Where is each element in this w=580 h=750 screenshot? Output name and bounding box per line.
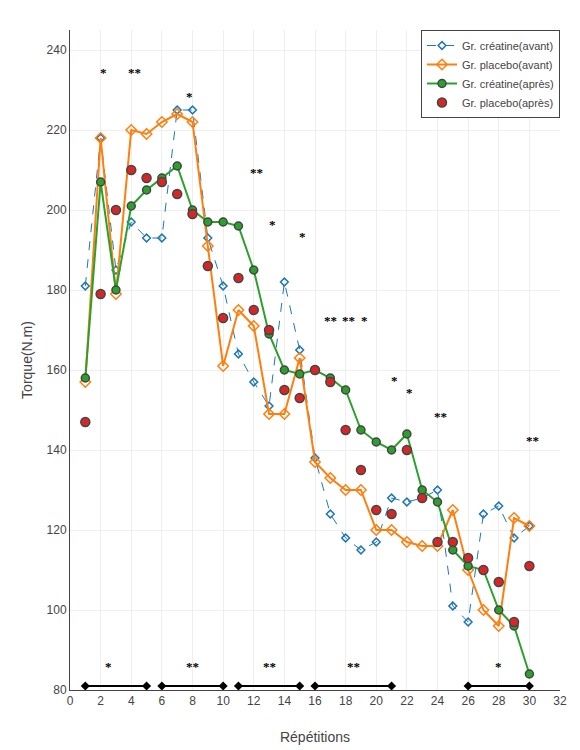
svg-text:160: 160 (47, 363, 67, 377)
svg-text:Répétitions: Répétitions (280, 729, 350, 745)
svg-text:*: * (105, 659, 112, 674)
svg-text:26: 26 (461, 694, 475, 708)
svg-text:8: 8 (189, 694, 196, 708)
svg-text:80: 80 (53, 683, 67, 697)
svg-text:*: * (299, 229, 306, 244)
svg-text:*: * (391, 373, 398, 388)
svg-text:*: * (495, 659, 502, 674)
svg-text:**: ** (342, 313, 355, 328)
svg-text:32: 32 (553, 694, 567, 708)
svg-text:0: 0 (67, 694, 74, 708)
svg-text:120: 120 (47, 523, 67, 537)
svg-text:**: ** (128, 65, 141, 80)
svg-text:Gr. créatine(avant): Gr. créatine(avant) (462, 40, 553, 52)
svg-text:220: 220 (47, 123, 67, 137)
svg-text:**: ** (263, 659, 276, 674)
svg-text:Gr. créatine(après): Gr. créatine(après) (462, 78, 554, 90)
svg-text:6: 6 (159, 694, 166, 708)
svg-text:**: ** (434, 409, 447, 424)
svg-text:100: 100 (47, 603, 67, 617)
svg-text:16: 16 (308, 694, 322, 708)
svg-text:Gr. placebo(après): Gr. placebo(après) (462, 97, 553, 109)
svg-text:**: ** (324, 313, 337, 328)
svg-text:*: * (406, 385, 413, 400)
svg-text:**: ** (526, 433, 539, 448)
svg-text:180: 180 (47, 283, 67, 297)
svg-text:20: 20 (370, 694, 384, 708)
svg-text:Gr. placebo(avant): Gr. placebo(avant) (462, 59, 553, 71)
svg-text:240: 240 (47, 43, 67, 57)
svg-text:22: 22 (400, 694, 414, 708)
svg-text:2: 2 (97, 694, 104, 708)
svg-text:Torque(N.m): Torque(N.m) (19, 321, 35, 399)
svg-text:200: 200 (47, 203, 67, 217)
svg-text:*: * (100, 65, 107, 80)
svg-text:28: 28 (492, 694, 506, 708)
svg-text:**: ** (250, 165, 263, 180)
svg-text:10: 10 (216, 694, 230, 708)
svg-text:**: ** (186, 659, 199, 674)
svg-text:12: 12 (247, 694, 261, 708)
svg-text:18: 18 (339, 694, 353, 708)
svg-text:14: 14 (278, 694, 292, 708)
svg-text:24: 24 (431, 694, 445, 708)
svg-text:30: 30 (523, 694, 537, 708)
svg-text:**: ** (347, 659, 360, 674)
svg-text:140: 140 (47, 443, 67, 457)
svg-text:*: * (361, 313, 368, 328)
svg-text:*: * (186, 89, 193, 104)
svg-text:4: 4 (128, 694, 135, 708)
svg-text:*: * (269, 217, 276, 232)
